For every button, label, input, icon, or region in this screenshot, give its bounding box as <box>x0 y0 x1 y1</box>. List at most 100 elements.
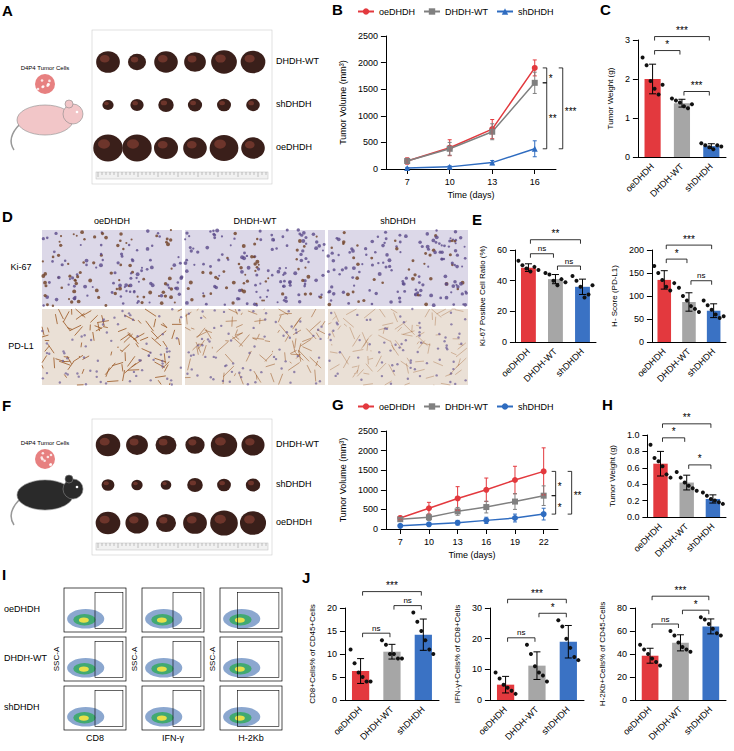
svg-text:H-2Kb: H-2Kb <box>238 733 264 743</box>
svg-text:Tumor Weight (g): Tumor Weight (g) <box>608 445 617 507</box>
svg-text:ns: ns <box>403 596 411 605</box>
svg-text:***: *** <box>531 588 543 599</box>
svg-text:PD-L1: PD-L1 <box>8 341 34 351</box>
svg-text:40: 40 <box>497 276 507 286</box>
svg-text:DHDH-WT: DHDH-WT <box>445 402 488 412</box>
svg-text:***: *** <box>675 585 687 596</box>
svg-text:DHDH-WT: DHDH-WT <box>647 704 685 742</box>
svg-text:H-2Kb+Cells% of CD45-Cells: H-2Kb+Cells% of CD45-Cells <box>598 602 607 706</box>
svg-text:*: * <box>672 426 676 437</box>
svg-text:20: 20 <box>472 634 482 644</box>
svg-text:shDHDH: shDHDH <box>276 479 312 489</box>
svg-text:oeDHDH: oeDHDH <box>477 704 509 736</box>
svg-text:*: * <box>694 599 698 610</box>
svg-text:0.8: 0.8 <box>627 446 640 456</box>
svg-text:ns: ns <box>697 271 705 280</box>
svg-text:DHDH-WT: DHDH-WT <box>276 56 319 66</box>
svg-text:oeDHDH: oeDHDH <box>4 604 40 614</box>
svg-text:ns: ns <box>372 624 380 633</box>
svg-text:7: 7 <box>405 177 410 187</box>
svg-text:oeDHDH: oeDHDH <box>276 517 312 527</box>
svg-text:shDHDH: shDHDH <box>276 99 312 109</box>
svg-text:0: 0 <box>625 152 630 162</box>
svg-text:CD8: CD8 <box>86 733 104 743</box>
svg-text:D4P4 Tumor Cells: D4P4 Tumor Cells <box>21 65 70 71</box>
svg-text:10: 10 <box>424 537 434 547</box>
svg-text:0.0: 0.0 <box>627 512 640 522</box>
svg-text:1500: 1500 <box>358 84 378 94</box>
svg-text:2500: 2500 <box>358 426 378 436</box>
svg-text:15: 15 <box>327 626 337 636</box>
svg-text:DHDH-WT: DHDH-WT <box>276 439 319 449</box>
svg-text:shDHDH: shDHDH <box>684 521 716 553</box>
svg-text:2500: 2500 <box>358 31 378 41</box>
svg-text:500: 500 <box>363 137 378 147</box>
svg-text:30: 30 <box>472 603 482 613</box>
svg-text:SSC-A: SSC-A <box>208 646 217 671</box>
svg-text:DHDH-WT: DHDH-WT <box>234 216 277 226</box>
svg-text:7: 7 <box>398 537 403 547</box>
svg-text:shDHDH: shDHDH <box>540 704 572 736</box>
svg-text:0.4: 0.4 <box>627 479 640 489</box>
svg-text:Ki-67 Positive Cell Ratio (%): Ki-67 Positive Cell Ratio (%) <box>478 245 487 346</box>
svg-text:D4P4 Tumor Cells: D4P4 Tumor Cells <box>21 440 70 446</box>
svg-text:20: 20 <box>327 603 337 613</box>
svg-text:DHDH-WT: DHDH-WT <box>4 653 47 663</box>
svg-text:ns: ns <box>538 244 546 253</box>
svg-text:oeDHDH: oeDHDH <box>332 704 364 736</box>
svg-text:100: 100 <box>629 291 644 301</box>
svg-text:DHDH-WT: DHDH-WT <box>445 7 488 17</box>
svg-text:0: 0 <box>639 337 644 347</box>
svg-text:oeDHDH: oeDHDH <box>94 216 130 226</box>
svg-text:13: 13 <box>487 177 497 187</box>
svg-text:ns: ns <box>661 615 669 624</box>
svg-text:Ki-67: Ki-67 <box>10 262 31 272</box>
svg-text:200: 200 <box>629 245 644 255</box>
svg-text:10: 10 <box>327 649 337 659</box>
svg-text:***: *** <box>691 80 703 91</box>
svg-text:**: ** <box>683 412 691 423</box>
svg-text:1: 1 <box>625 113 630 123</box>
svg-text:0: 0 <box>622 695 627 705</box>
svg-text:DHDH-WT: DHDH-WT <box>503 704 541 742</box>
svg-text:*: * <box>698 453 702 464</box>
svg-text:1.0: 1.0 <box>627 430 640 440</box>
svg-text:1000: 1000 <box>358 485 378 495</box>
svg-text:shDHDH: shDHDH <box>554 346 586 378</box>
svg-text:DHDH-WT: DHDH-WT <box>522 346 560 384</box>
svg-text:shDHDH: shDHDH <box>395 704 427 736</box>
svg-text:19: 19 <box>510 537 520 547</box>
svg-text:60: 60 <box>617 626 627 636</box>
svg-text:Tumor Weight (g): Tumor Weight (g) <box>606 67 615 129</box>
svg-text:22: 22 <box>539 537 549 547</box>
svg-text:5: 5 <box>332 672 337 682</box>
svg-text:*: * <box>551 602 555 613</box>
svg-text:shDHDH: shDHDH <box>518 7 554 17</box>
svg-text:0: 0 <box>373 164 378 174</box>
svg-text:60: 60 <box>497 245 507 255</box>
svg-text:2000: 2000 <box>358 58 378 68</box>
svg-text:*: * <box>549 73 553 84</box>
svg-text:2: 2 <box>625 74 630 84</box>
svg-text:SSC-A: SSC-A <box>52 646 61 671</box>
svg-text:ns: ns <box>517 628 525 637</box>
svg-text:oeDHDH: oeDHDH <box>379 402 415 412</box>
svg-text:***: *** <box>565 106 577 117</box>
svg-text:16: 16 <box>530 177 540 187</box>
svg-text:10: 10 <box>472 664 482 674</box>
svg-text:Tumor Volume (mm³): Tumor Volume (mm³) <box>338 438 348 523</box>
svg-text:SSC-A: SSC-A <box>130 646 139 671</box>
svg-text:IFN-γ+Cells% of CD8+Cells: IFN-γ+Cells% of CD8+Cells <box>453 605 462 704</box>
svg-text:shDHDH: shDHDH <box>380 216 416 226</box>
svg-text:0: 0 <box>477 695 482 705</box>
svg-text:shDHDH: shDHDH <box>518 402 554 412</box>
svg-text:**: ** <box>552 228 560 239</box>
svg-text:***: *** <box>683 234 695 245</box>
svg-text:DHDH-WT: DHDH-WT <box>653 521 691 559</box>
svg-text:2000: 2000 <box>358 446 378 456</box>
svg-text:***: *** <box>386 580 398 591</box>
svg-text:16: 16 <box>481 537 491 547</box>
svg-text:500: 500 <box>363 504 378 514</box>
svg-text:IFN-γ: IFN-γ <box>162 733 184 743</box>
svg-text:*: * <box>675 248 679 259</box>
